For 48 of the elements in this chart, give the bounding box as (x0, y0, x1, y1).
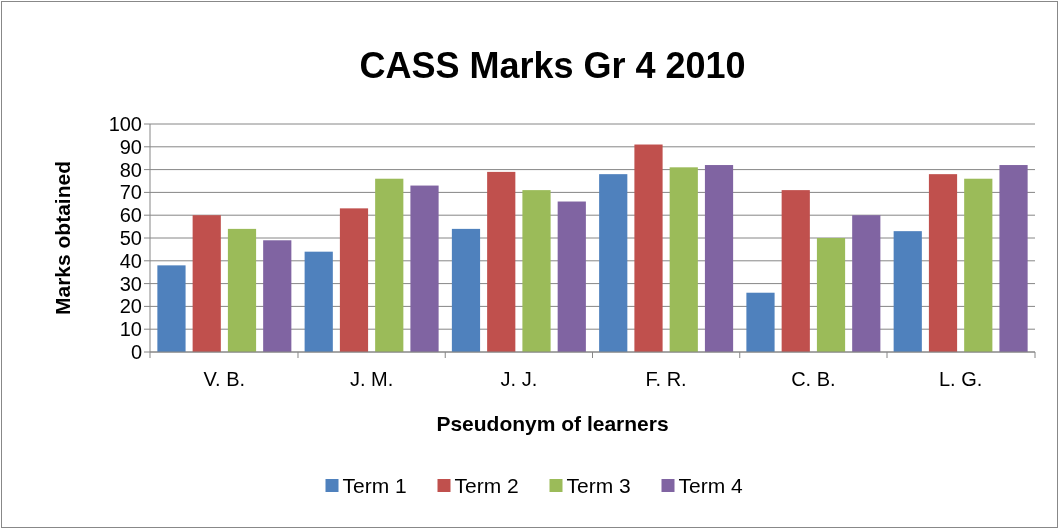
x-tick-label: J. J. (500, 368, 538, 390)
y-tick-label: 10 (119, 318, 142, 341)
x-tick-label: F. R. (645, 368, 687, 390)
chart-title: CASS Marks Gr 4 2010 (359, 45, 746, 86)
bar (964, 178, 993, 352)
x-tick-label: J. M. (349, 368, 394, 390)
bar (928, 174, 958, 352)
legend-label: Term 2 (454, 474, 519, 497)
bar (451, 228, 481, 352)
bar (410, 185, 439, 352)
bar (522, 190, 551, 352)
y-tick-label: 100 (108, 113, 142, 135)
y-tick-label: 0 (130, 341, 142, 363)
y-tick-label: 50 (119, 227, 142, 249)
x-tick-label: C. B. (791, 368, 836, 390)
x-tick-label: V. B. (203, 368, 246, 390)
y-tick-label: 70 (119, 181, 142, 204)
bar (339, 208, 369, 352)
bar (263, 240, 292, 352)
y-tick-label: 40 (119, 249, 142, 272)
bar (704, 165, 734, 352)
bar (781, 190, 810, 352)
bar (375, 178, 404, 352)
y-tick-label: 30 (119, 272, 142, 295)
x-axis-title: Pseudonym of learners (436, 412, 669, 435)
y-axis-title: Marks obtained (51, 160, 74, 316)
bar (893, 231, 922, 352)
bar (599, 174, 628, 352)
bar (227, 228, 257, 352)
legend-label: Term 1 (342, 474, 407, 497)
bar (304, 251, 333, 352)
bar (746, 292, 775, 352)
legend-label: Term 4 (678, 474, 743, 497)
bar (487, 171, 516, 352)
x-tick-label: L. G. (938, 368, 983, 390)
bar (157, 265, 186, 352)
bar (999, 165, 1028, 352)
y-tick-label: 90 (119, 135, 142, 158)
y-tick-label: 20 (119, 295, 142, 318)
bar (192, 215, 221, 352)
legend-label: Term 3 (566, 474, 631, 497)
bar (816, 238, 846, 352)
bar (634, 144, 663, 352)
bar (557, 201, 586, 352)
y-tick-label: 60 (119, 204, 142, 227)
y-tick-label: 80 (119, 158, 142, 181)
bar (669, 167, 698, 352)
bar (852, 215, 881, 352)
